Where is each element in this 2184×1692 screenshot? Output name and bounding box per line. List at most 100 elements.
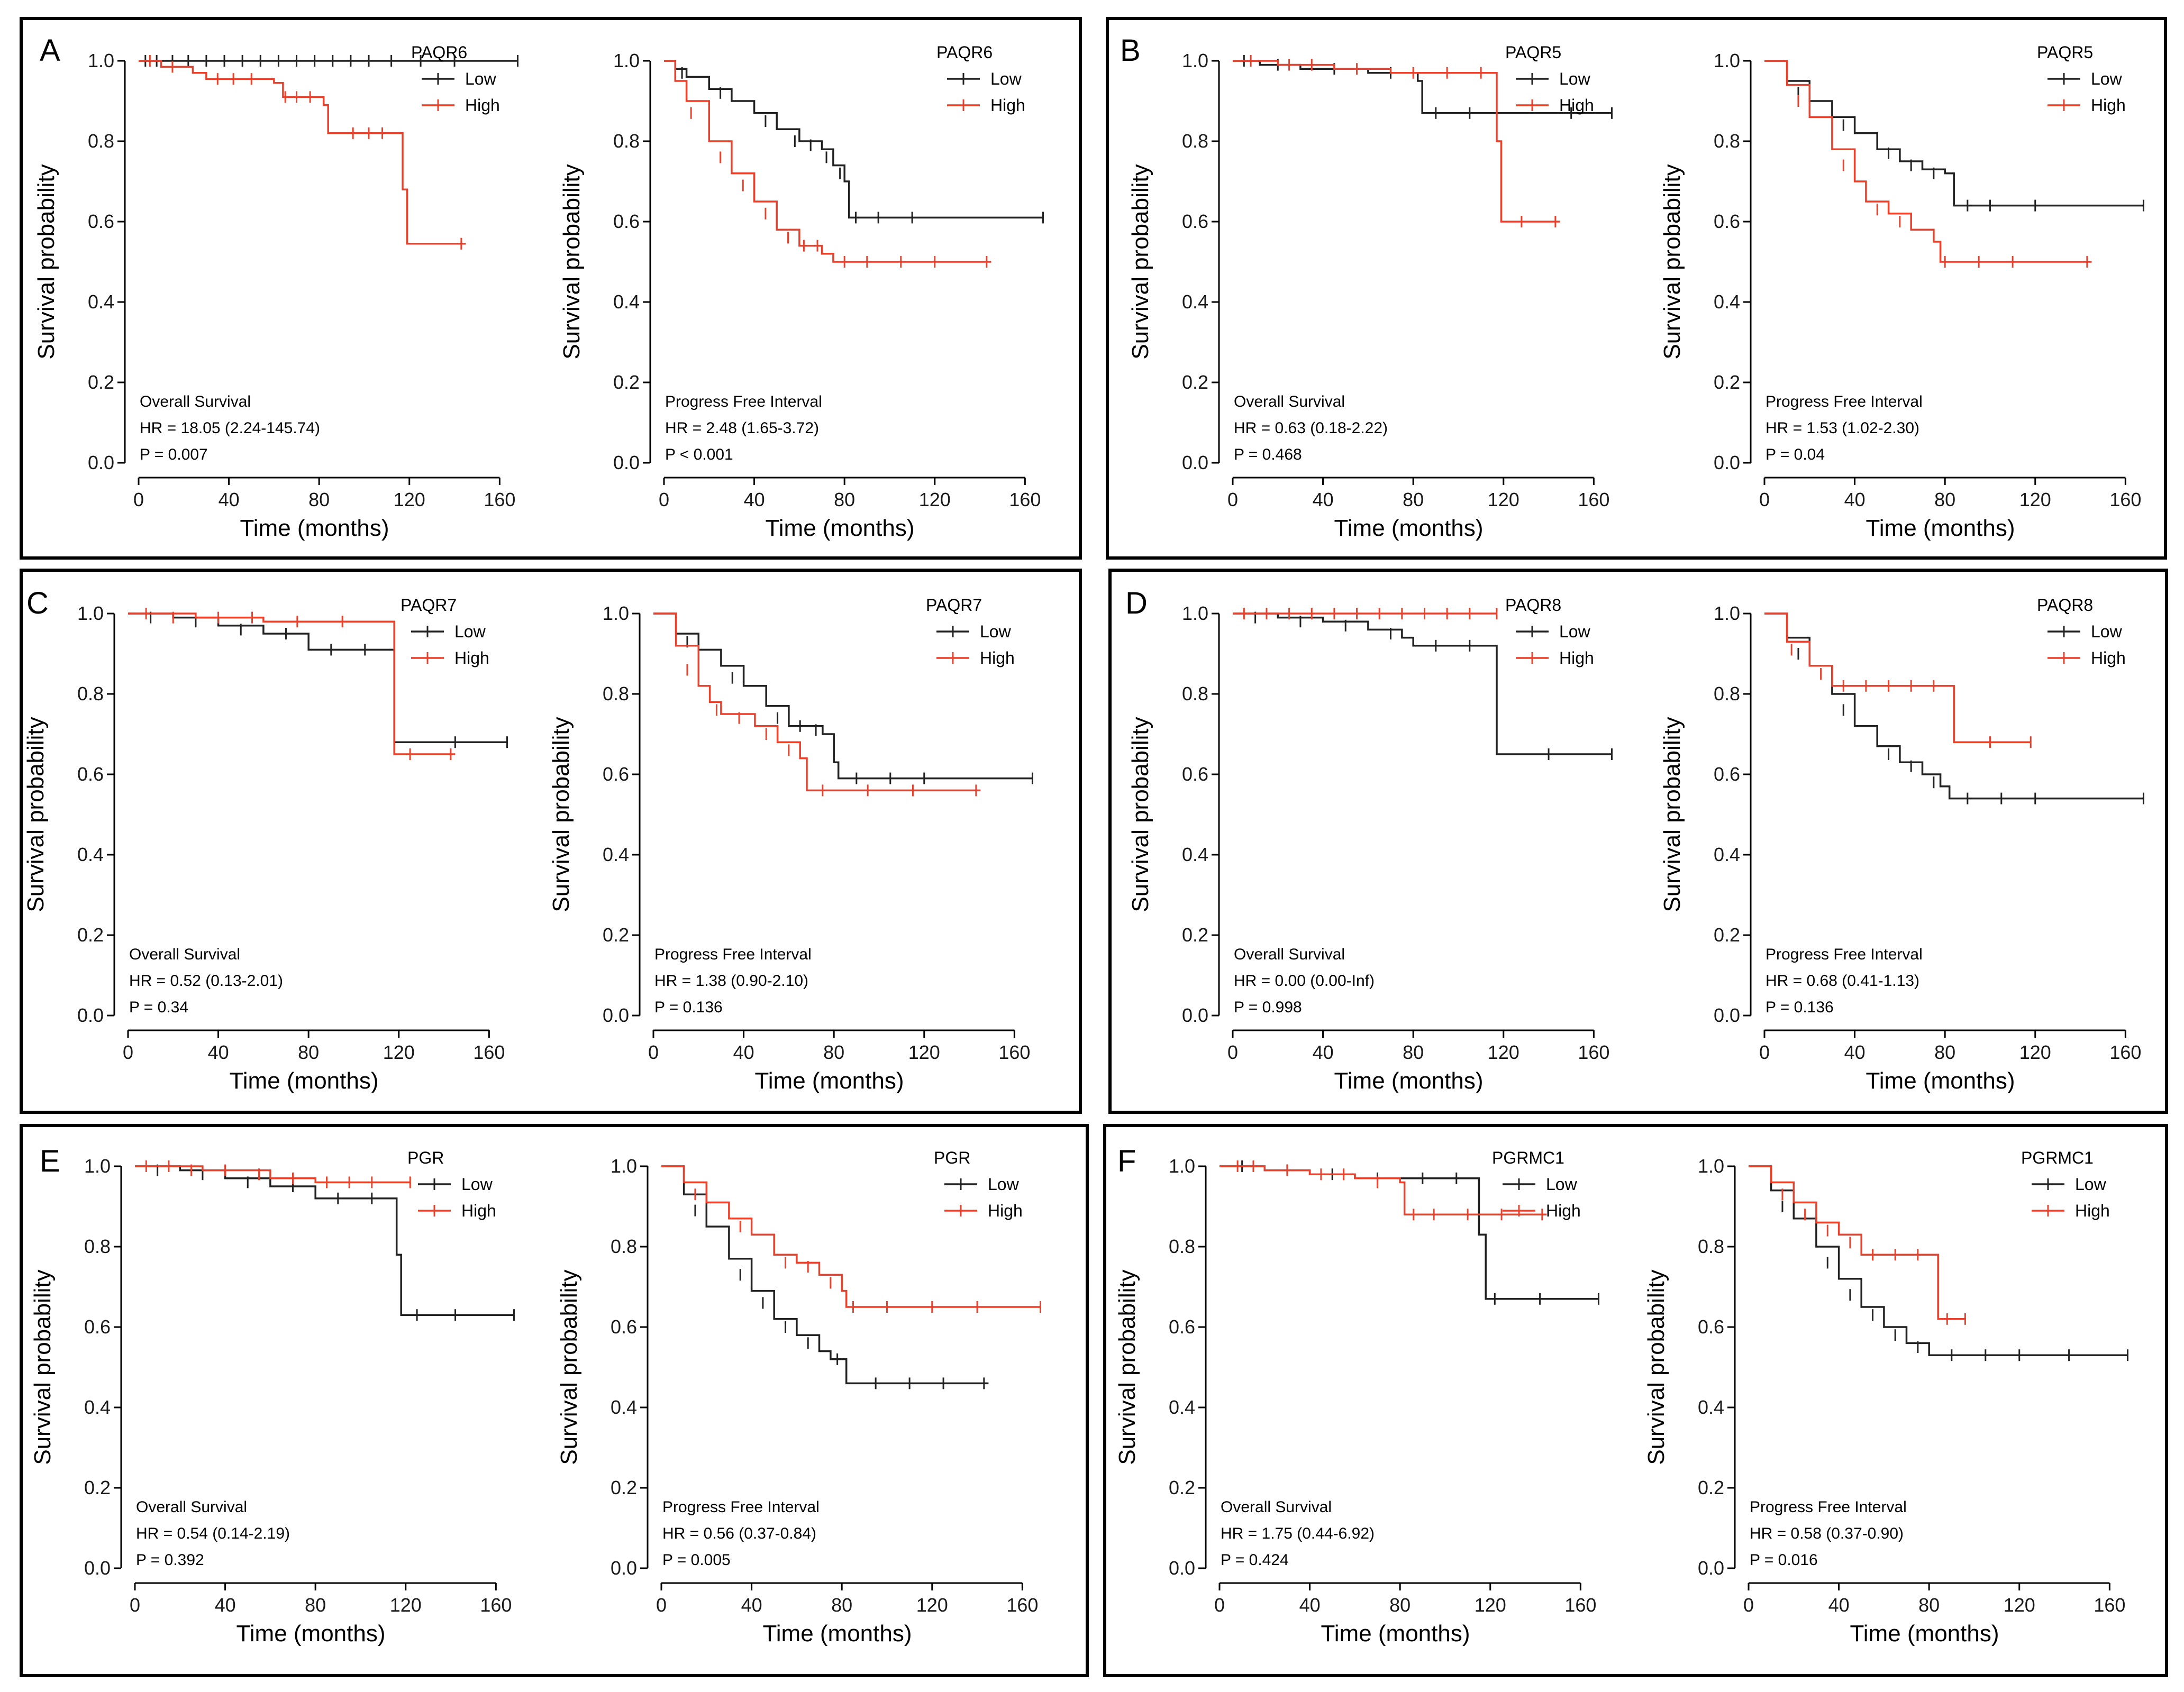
hazard-ratio: HR = 0.63 (0.18-2.22) [1234,419,1388,437]
series-high [653,612,981,797]
y-axis-label: Survival probability [559,164,585,359]
series-high [661,1165,1041,1313]
series-high [1233,55,1560,227]
panel-label: E [40,1144,60,1178]
km-curve-high [1764,60,2092,263]
p-value: P = 0.34 [129,999,188,1016]
x-tick-label: 0 [648,1041,659,1063]
y-tick-label: 1.0 [88,50,114,71]
legend-item-high: High [418,1201,496,1220]
panel-b: B 0 40 80 120 160 0.0 0.2 0.4 0.6 0.8 1.0 Time (mont… [1106,17,2167,560]
legend-item-high: High [944,1201,1023,1220]
endpoint-label: Progress Free Interval [654,946,812,963]
legend-label: High [1559,648,1594,667]
y-tick-label: 0.6 [84,1316,111,1338]
panel-frame [20,569,1082,1114]
km-plot-os: 0 40 80 120 160 0.0 0.2 0.4 0.6 0.8 1.0 Time (month… [30,1148,515,1647]
km-curve-high [661,1165,1041,1308]
series-low [1220,1160,1599,1305]
x-tick-label: 120 [390,1594,422,1616]
y-tick-label: 0.0 [603,1004,629,1026]
legend-item-low: Low [1503,1175,1578,1194]
series-high [664,60,991,268]
x-tick-label: 120 [1488,489,1519,510]
y-tick-label: 0.2 [84,1477,111,1498]
series-low [139,55,518,67]
y-tick-label: 0.2 [1182,924,1208,946]
x-tick-label: 160 [998,1041,1030,1063]
legend-label: High [461,1201,496,1220]
legend-label: High [465,96,500,115]
x-tick-label: 40 [1828,1594,1850,1616]
y-tick-label: 0.4 [1182,291,1208,313]
legend-item-high: High [2032,1201,2110,1220]
km-curve-high [1749,1165,1965,1320]
series-low [664,60,1044,224]
y-tick-label: 1.0 [1182,50,1208,71]
panel-label: A [40,33,60,68]
x-tick-label: 40 [219,489,240,510]
legend-item-low: Low [418,1175,493,1194]
legend-item-high: High [936,648,1015,667]
panel-e: E 0 40 80 120 160 0.0 0.2 0.4 0.6 0.8 1.0 Time (mont… [20,1124,1089,1677]
x-tick-label: 160 [1564,1594,1596,1616]
x-tick-label: 80 [1934,1041,1955,1063]
x-tick-label: 0 [656,1594,667,1616]
legend-item-high: High [2048,96,2126,115]
x-tick-label: 0 [1227,489,1238,510]
y-tick-label: 0.0 [88,452,114,473]
legend-item-low: Low [1516,69,1591,88]
km-plot-pfi: 0 40 80 120 160 0.0 0.2 0.4 0.6 0.8 1.0 Time (month… [559,43,1044,541]
y-tick-label: 0.8 [1698,1236,1724,1257]
legend-title: PAQR6 [411,43,467,62]
legend-title: PAQR7 [401,596,457,615]
p-value: P = 0.04 [1766,446,1825,463]
panel-label: F [1117,1144,1136,1178]
y-tick-label: 1.0 [1698,1155,1724,1177]
x-tick-label: 120 [383,1041,415,1063]
x-tick-label: 80 [1918,1594,1940,1616]
y-tick-label: 0.8 [1169,1236,1195,1257]
x-tick-label: 80 [823,1041,844,1063]
y-tick-label: 0.4 [603,844,629,865]
hazard-ratio: HR = 1.53 (1.02-2.30) [1766,419,1919,437]
x-tick-label: 160 [2109,1041,2141,1063]
x-tick-label: 40 [733,1041,754,1063]
x-tick-label: 120 [1475,1594,1506,1616]
y-tick-label: 0.8 [611,1236,637,1257]
x-axis-label: Time (months) [766,515,915,541]
y-axis-label: Survival probability [23,717,49,912]
y-tick-label: 0.4 [1698,1396,1724,1418]
legend-title: PAQR5 [2037,43,2093,62]
x-axis-label: Time (months) [1334,515,1484,541]
y-tick-label: 0.8 [77,683,104,705]
endpoint-label: Overall Survival [1234,946,1345,963]
y-axis-label: Survival probability [556,1269,582,1465]
legend-item-high: High [411,648,489,667]
legend-label: Low [2075,1175,2107,1194]
endpoint-label: Overall Survival [136,1498,247,1516]
y-tick-label: 0.8 [88,130,114,152]
x-tick-label: 160 [1006,1594,1038,1616]
y-tick-label: 0.6 [1182,211,1208,232]
legend-item-high: High [1503,1201,1581,1220]
endpoint-label: Progress Free Interval [1766,946,1923,963]
x-tick-label: 80 [1403,489,1424,510]
km-curve-high [664,60,991,263]
x-tick-label: 160 [480,1594,512,1616]
hazard-ratio: HR = 1.38 (0.90-2.10) [654,972,808,990]
legend-item-high: High [422,96,500,115]
km-curve-high [1220,1165,1547,1215]
series-low [1233,611,1613,760]
y-tick-label: 0.6 [77,763,104,785]
x-axis-label: Time (months) [763,1621,912,1647]
y-tick-label: 0.8 [613,130,640,152]
y-axis-label: Survival probability [1659,717,1685,912]
x-tick-label: 40 [1844,1041,1866,1063]
legend-title: PGRMC1 [1492,1148,1564,1167]
y-tick-label: 0.0 [1714,452,1740,473]
y-axis-label: Survival probability [1127,717,1153,912]
km-plot-pfi: 0 40 80 120 160 0.0 0.2 0.4 0.6 0.8 1.0 Time (month… [1659,43,2144,541]
x-tick-label: 160 [1578,489,1609,510]
x-tick-label: 160 [484,489,515,510]
